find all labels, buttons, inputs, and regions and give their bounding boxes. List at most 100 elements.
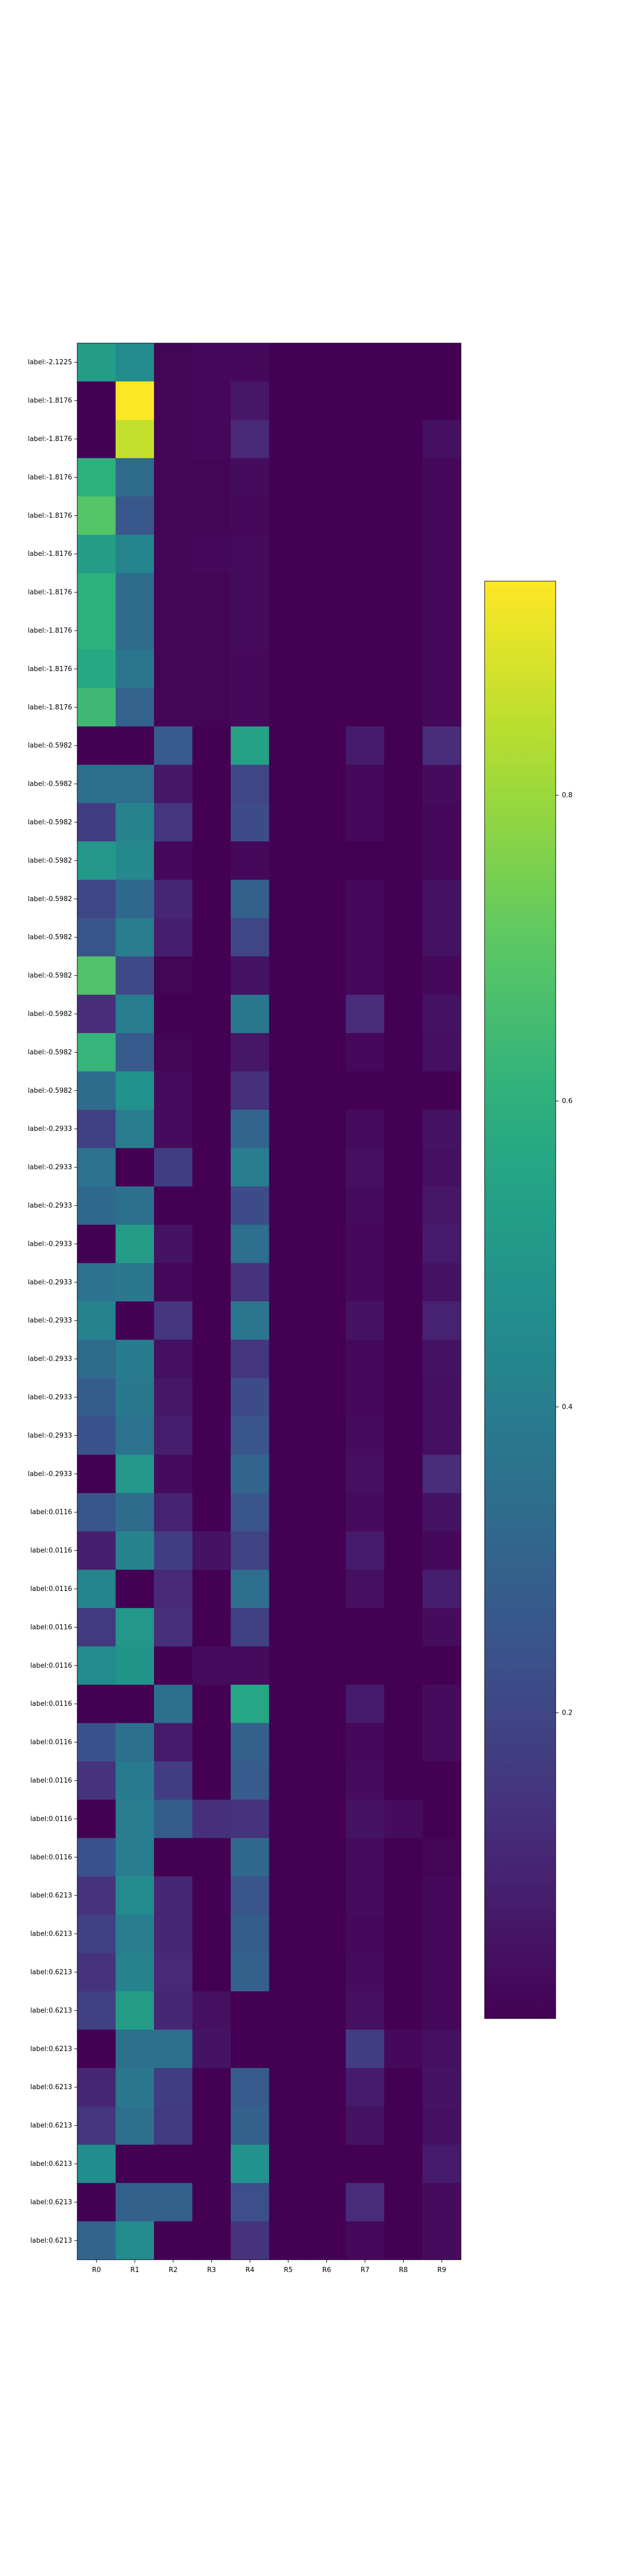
heatmap-cell	[77, 956, 116, 995]
heatmap-cell	[422, 1876, 461, 1915]
heatmap-cell	[231, 1225, 270, 1264]
heatmap-cell	[115, 1225, 154, 1264]
heatmap-cell	[346, 1761, 385, 1800]
heatmap-cell	[346, 1646, 385, 1685]
x-tick-label: R0	[92, 2266, 101, 2274]
heatmap-cell	[231, 2221, 270, 2260]
heatmap-cell	[307, 879, 347, 919]
heatmap-cell	[154, 994, 193, 1033]
heatmap-cell	[346, 1186, 385, 1225]
heatmap-cell	[231, 419, 270, 459]
heatmap-cell	[307, 1263, 347, 1302]
heatmap-cells	[77, 343, 461, 2260]
heatmap-cell	[384, 1608, 423, 1647]
heatmap-cell	[77, 1953, 116, 1992]
heatmap-cell	[192, 1263, 231, 1302]
heatmap-cell	[115, 841, 154, 880]
heatmap-cell	[269, 1148, 308, 1187]
heatmap-cell	[384, 1454, 423, 1494]
heatmap-cell	[269, 1225, 308, 1264]
heatmap-cell	[77, 1914, 116, 1954]
heatmap-cell	[346, 1685, 385, 1723]
heatmap-cell	[384, 1838, 423, 1877]
heatmap-cell	[422, 1608, 461, 1647]
heatmap-cell	[231, 803, 270, 842]
heatmap-cell	[307, 1800, 347, 1839]
heatmap-cell	[115, 1186, 154, 1225]
colorbar-ticks: 0.2 0.4 0.6 0.8	[556, 792, 573, 1717]
heatmap-cell	[307, 2106, 347, 2145]
heatmap-cell	[269, 1761, 308, 1800]
heatmap-cell	[422, 841, 461, 880]
heatmap-cell	[192, 2029, 231, 2069]
heatmap-cell	[192, 1340, 231, 1379]
y-tick-label: label:-2.1225	[28, 359, 72, 366]
y-tick-label: label:-0.2933	[28, 1279, 72, 1286]
heatmap-cell	[115, 1838, 154, 1877]
heatmap-cell	[422, 956, 461, 995]
y-tick-label: label:0.0116	[30, 1777, 72, 1785]
heatmap-cell	[192, 458, 231, 497]
heatmap-cell	[384, 1531, 423, 1570]
heatmap-cell	[384, 2221, 423, 2260]
y-tick-label: label:0.0116	[30, 1585, 72, 1593]
heatmap-cell	[192, 1914, 231, 1954]
heatmap-cell	[192, 2183, 231, 2222]
y-tick-label: label:0.0116	[30, 1739, 72, 1747]
heatmap-cell	[269, 611, 308, 650]
heatmap-cell	[231, 2029, 270, 2069]
heatmap-cell	[269, 918, 308, 957]
heatmap-cell	[307, 1761, 347, 1800]
heatmap-cell	[269, 1914, 308, 1954]
heatmap-cell	[77, 1148, 116, 1187]
heatmap-cell	[77, 1761, 116, 1800]
heatmap-cell	[384, 1033, 423, 1072]
heatmap-cell	[192, 1761, 231, 1800]
heatmap-cell	[77, 1991, 116, 2030]
heatmap-cell	[422, 1033, 461, 1072]
heatmap-cell	[115, 1378, 154, 1417]
heatmap-cell	[115, 496, 154, 535]
heatmap-cell	[269, 879, 308, 919]
heatmap-cell	[77, 1800, 116, 1839]
heatmap-cell	[384, 611, 423, 650]
heatmap-cell	[307, 956, 347, 995]
heatmap-cell	[346, 2183, 385, 2222]
heatmap-cell	[192, 1991, 231, 2030]
y-tick-label: label:-1.8176	[28, 704, 72, 711]
heatmap-cell	[115, 381, 154, 420]
heatmap-cell	[231, 1991, 270, 2030]
heatmap-cell	[422, 611, 461, 650]
y-tick-label: label:-0.2933	[28, 1394, 72, 1401]
heatmap-cell	[307, 381, 347, 420]
heatmap-cell	[384, 1340, 423, 1379]
heatmap-cell	[422, 1186, 461, 1225]
heatmap-cell	[115, 1493, 154, 1532]
heatmap-cell	[307, 1033, 347, 1072]
heatmap-cell	[154, 1838, 193, 1877]
heatmap-cell	[154, 1761, 193, 1800]
heatmap-cell	[307, 1685, 347, 1723]
heatmap-cell	[192, 419, 231, 459]
heatmap-cell	[231, 573, 270, 612]
heatmap-cell	[154, 381, 193, 420]
plot-frame	[77, 343, 461, 2260]
y-tick-label: label:-0.2933	[28, 1432, 72, 1439]
heatmap-cell	[77, 496, 116, 535]
heatmap-cell	[115, 1608, 154, 1647]
heatmap-cell	[422, 1800, 461, 1839]
y-tick-label: label:-0.5982	[28, 857, 72, 865]
heatmap-cell	[77, 1033, 116, 1072]
heatmap-cell	[77, 1110, 116, 1148]
heatmap-cell	[269, 1033, 308, 1072]
heatmap-cell	[115, 994, 154, 1033]
heatmap-cell	[269, 1301, 308, 1340]
heatmap-cell	[269, 2144, 308, 2183]
heatmap-cell	[384, 688, 423, 727]
heatmap-cell	[115, 1569, 154, 1608]
heatmap-cell	[192, 994, 231, 1033]
heatmap-cell	[346, 381, 385, 420]
y-axis: label:-2.1225 label:-1.8176 label:-1.8176 l…	[28, 359, 77, 2245]
heatmap-cell	[384, 2029, 423, 2069]
heatmap-cell	[115, 1071, 154, 1110]
